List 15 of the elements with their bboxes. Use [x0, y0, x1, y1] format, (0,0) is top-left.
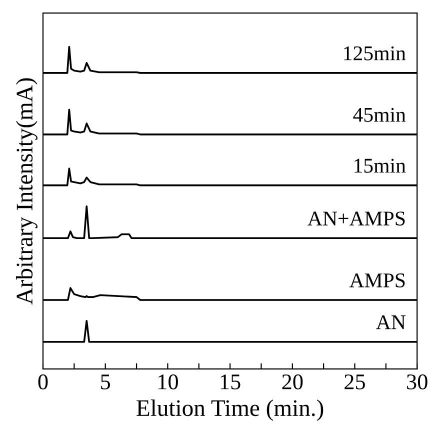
- series-label: AN: [376, 315, 406, 330]
- x-tick-label: 15: [220, 374, 240, 390]
- x-tick-label: 0: [38, 374, 48, 390]
- series-label: 125min: [344, 46, 406, 60]
- series-label: AMPS: [349, 273, 405, 288]
- x-tick-label: 5: [101, 374, 110, 390]
- x-tick-label: 30: [407, 374, 428, 390]
- x-tick-label: 10: [158, 374, 178, 390]
- series-label: 15min: [354, 158, 406, 173]
- series-label: AN+AMPS: [308, 212, 405, 226]
- y-axis-title: Arbitrary Intensity(mA): [16, 78, 38, 304]
- x-axis-title: Elution Time (min.): [136, 399, 324, 421]
- series-label: 45min: [353, 108, 406, 122]
- x-tick-label: 20: [282, 374, 303, 390]
- x-tick-label: 25: [344, 374, 365, 390]
